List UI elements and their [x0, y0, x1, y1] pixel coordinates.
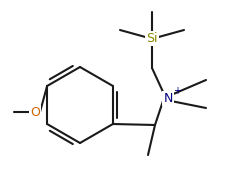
Text: Si: Si [146, 32, 158, 45]
Text: O: O [30, 105, 40, 118]
Text: N: N [163, 92, 173, 105]
Text: +: + [173, 86, 181, 96]
